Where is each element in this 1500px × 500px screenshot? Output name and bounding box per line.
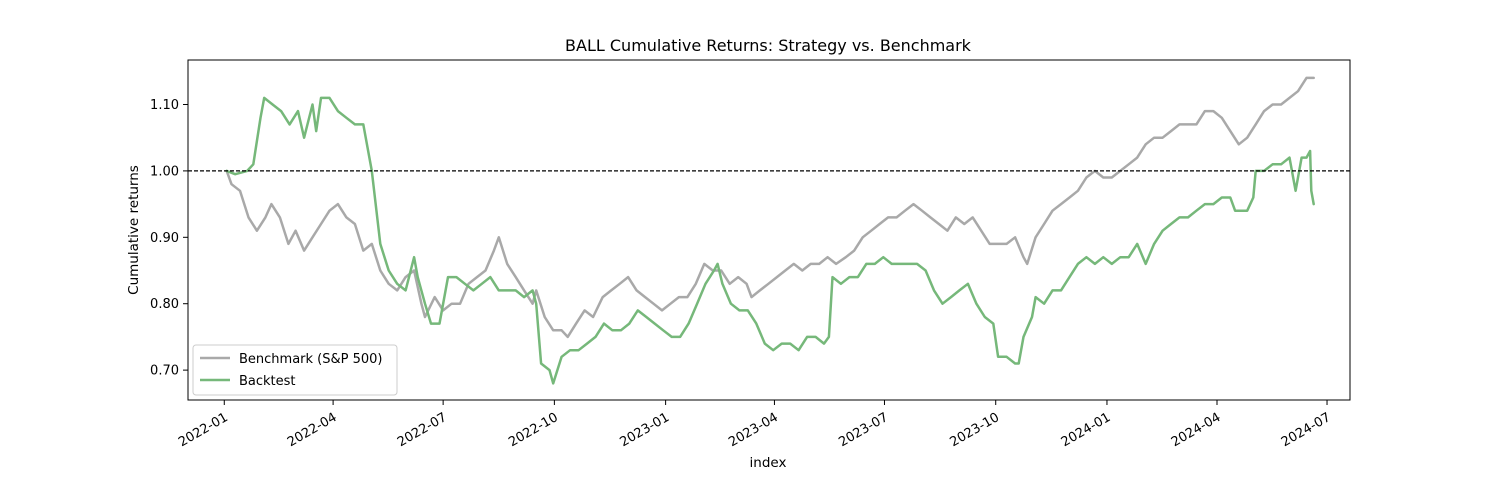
- legend-label-backtest: Backtest: [239, 374, 296, 389]
- y-axis-label: Cumulative returns: [126, 165, 142, 295]
- y-tick-label: 0.70: [150, 364, 179, 379]
- series-line-benchmark: [225, 76, 1315, 339]
- legend-box: [192, 344, 398, 396]
- y-tick-label: 1.00: [150, 164, 179, 179]
- chart-title: BALL Cumulative Returns: Strategy vs. Be…: [565, 36, 972, 55]
- legend-label-benchmark: Benchmark (S&P 500): [239, 352, 383, 367]
- y-axis: 0.70 0.80 0.90 1.00 1.10: [150, 98, 188, 379]
- plot-frame: [187, 59, 1351, 401]
- series-line-backtest: [225, 96, 1315, 385]
- x-axis-label: index: [750, 455, 787, 471]
- legend: Benchmark (S&P 500) Backtest: [192, 344, 398, 396]
- y-tick-label: 0.80: [150, 297, 179, 312]
- y-tick-label: 0.90: [150, 231, 179, 246]
- y-tick-label: 1.10: [150, 98, 179, 113]
- series-layer: [225, 76, 1315, 385]
